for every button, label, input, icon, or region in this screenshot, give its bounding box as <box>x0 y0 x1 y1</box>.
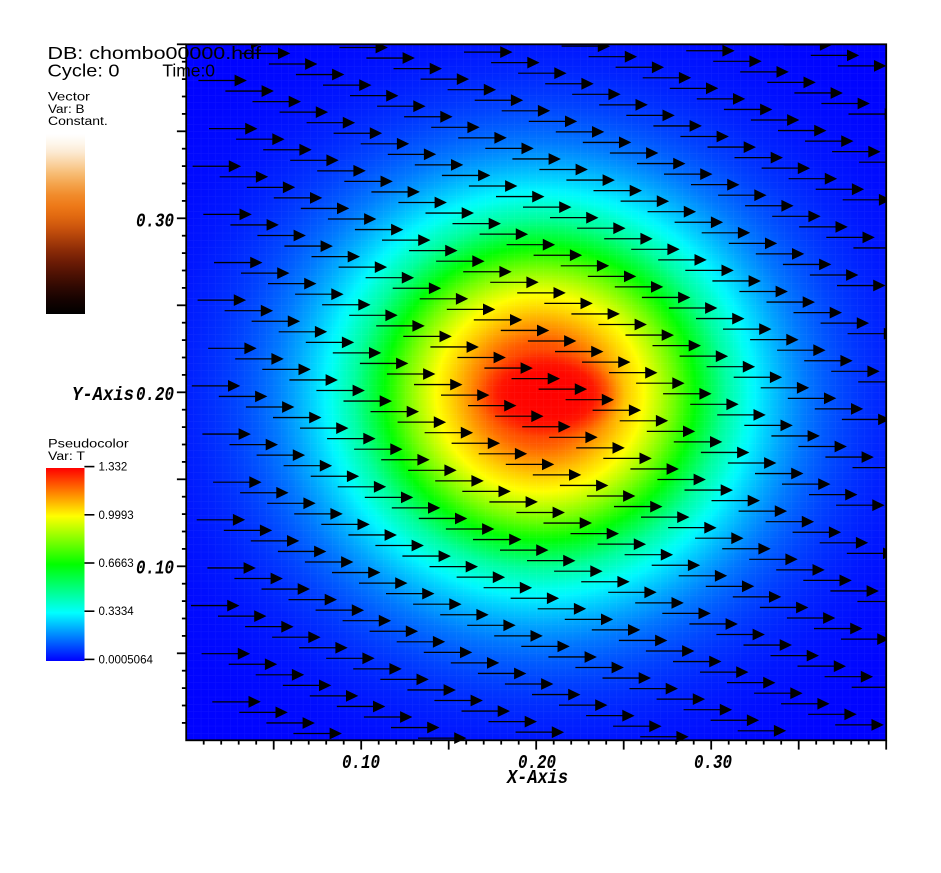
svg-text:0.30: 0.30 <box>136 211 174 233</box>
svg-text:0.0005064: 0.0005064 <box>99 654 154 666</box>
svg-text:Cycle: 0: Cycle: 0 <box>48 60 120 80</box>
svg-text:Vector: Vector <box>48 92 90 104</box>
svg-text:0.10: 0.10 <box>342 752 380 774</box>
svg-text:0.20: 0.20 <box>136 384 174 406</box>
svg-text:Time:0: Time:0 <box>162 60 215 80</box>
svg-text:0.6663: 0.6663 <box>99 558 134 570</box>
svg-text:Var: B: Var: B <box>48 104 85 116</box>
svg-text:Y-Axis: Y-Axis <box>72 384 134 406</box>
svg-text:0.3334: 0.3334 <box>99 606 135 618</box>
svg-text:Var: T: Var: T <box>48 451 85 463</box>
svg-text:0.9993: 0.9993 <box>99 510 134 522</box>
svg-text:0.30: 0.30 <box>694 752 732 774</box>
svg-text:1.332: 1.332 <box>99 462 128 474</box>
svg-text:DB: chombo00000.hdf: DB: chombo00000.hdf <box>48 43 262 63</box>
svg-text:0.10: 0.10 <box>136 558 174 580</box>
svg-text:Constant.: Constant. <box>48 116 108 128</box>
svg-text:X-Axis: X-Axis <box>506 767 568 789</box>
svg-text:Pseudocolor: Pseudocolor <box>48 439 129 451</box>
svg-text:0.20: 0.20 <box>518 752 556 774</box>
